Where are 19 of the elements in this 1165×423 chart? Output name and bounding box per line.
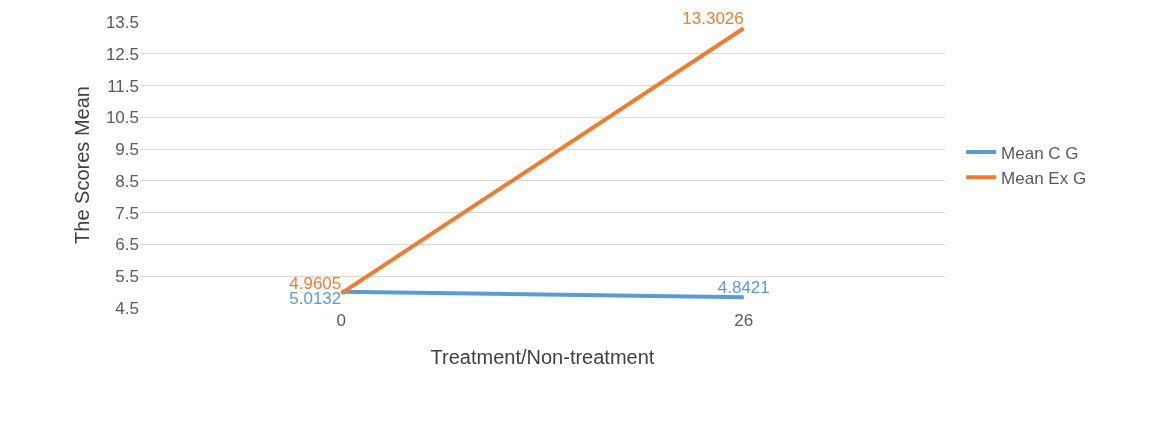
- legend-label: Mean Ex G: [1001, 168, 1087, 188]
- y-tick-label: 12.5: [105, 44, 139, 64]
- y-axis-title: The Scores Mean: [71, 86, 94, 244]
- y-tick-label: 9.5: [115, 140, 139, 160]
- y-tick-label: 13.5: [105, 12, 139, 32]
- y-tick-label: 11.5: [107, 76, 139, 96]
- y-tick-label: 4.5: [115, 298, 139, 318]
- x-tick-label: 0: [336, 311, 346, 330]
- data-label: 13.3026: [682, 9, 744, 29]
- x-tick-label: 26: [734, 311, 754, 330]
- data-label: 4.8421: [717, 277, 770, 297]
- data-label: 5.0132: [289, 289, 342, 309]
- legend-label: Mean C G: [1001, 143, 1079, 163]
- y-tick-label: 8.5: [115, 171, 139, 191]
- y-tick-label: 6.5: [115, 235, 139, 255]
- x-axis-title: Treatment/Non-treatment: [430, 345, 655, 368]
- y-tick-label: 5.5: [115, 267, 139, 287]
- y-tick-label: 7.5: [115, 203, 139, 223]
- y-tick-label: 10.5: [105, 108, 139, 128]
